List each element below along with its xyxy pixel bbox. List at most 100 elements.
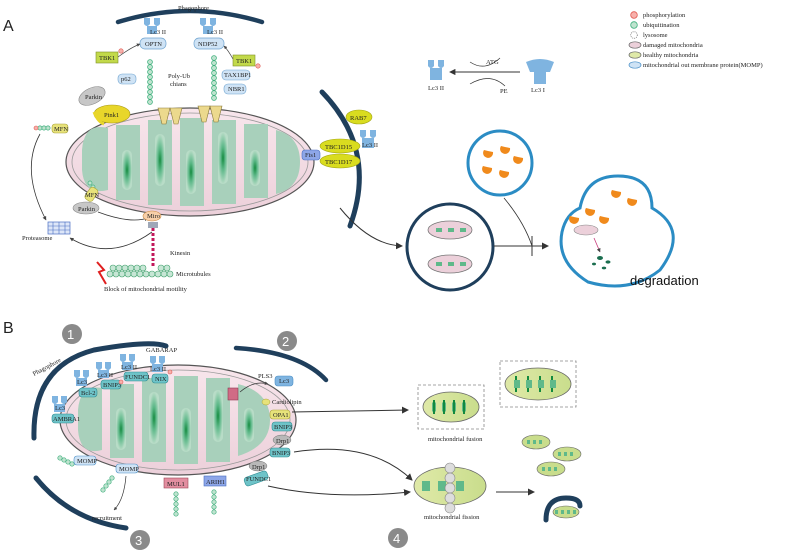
lc3-b5-label: Lc3 II	[150, 366, 166, 373]
ndp52-box	[193, 37, 225, 50]
microtubule	[106, 264, 174, 278]
lysosome-icon	[630, 31, 638, 39]
step-badge	[277, 331, 297, 351]
fis1-label: Fis1	[305, 152, 316, 159]
lc3-label-b: Lc3 II	[207, 29, 223, 36]
miro-shape	[142, 210, 162, 222]
step-badge	[62, 324, 82, 344]
arih1-label: ARIH1	[206, 479, 225, 486]
lc3-label-c: Lc3 II	[362, 142, 378, 149]
phagophore-label-a: Phagophore	[178, 5, 209, 12]
legend-item: ubiquitination	[643, 22, 680, 29]
step-badge	[388, 528, 408, 548]
microtubules-label: Microtubules	[176, 271, 211, 278]
bnip3-label: BNIP3	[103, 382, 121, 389]
pink1-label: Pink1	[104, 112, 119, 119]
bcl2-box	[78, 387, 98, 398]
lc3-b1-label: Lc3	[55, 405, 65, 412]
tbc1d17-label: TBC1D17	[325, 159, 353, 166]
lc3-ii-icon	[428, 60, 444, 80]
lysosome-merge-line	[503, 197, 533, 247]
miro-to-proteasome-arrow	[69, 231, 153, 249]
step-3: 3	[135, 533, 142, 548]
lc3-i-label: Lc3 I	[531, 87, 545, 94]
bnip3-lower-label: BNIP3	[272, 450, 290, 457]
adaptor-shape	[148, 222, 158, 228]
parkin-shape	[78, 86, 106, 106]
drp1-lower-label: Drp1	[252, 464, 265, 471]
lc3-receptor-right	[360, 130, 376, 148]
mul1-ub	[173, 491, 179, 517]
phagophore-membrane-top	[115, 8, 265, 25]
ubiquitin-icon	[630, 21, 638, 29]
optn-box	[139, 37, 167, 50]
rab7-shape	[345, 109, 373, 125]
atg-curve	[469, 57, 501, 67]
engulfed-mitochondrion	[543, 495, 583, 523]
pls3-label: PLS3	[258, 373, 272, 380]
legend-item: healthy mitochondria	[643, 52, 699, 59]
phosphorylation-icon	[630, 11, 638, 19]
chains-label: chians	[170, 81, 187, 88]
phagophore-membrane-b-right	[233, 345, 329, 383]
phospho-dot	[255, 63, 261, 69]
tbk1-left-label: TBK1	[99, 55, 115, 62]
lc3-receptor-b-2	[74, 370, 89, 386]
bcl2-label: Bcl-2	[81, 390, 95, 397]
step-badge	[130, 530, 150, 550]
tbc1d17-shape	[319, 153, 361, 169]
bnip3-right-label: BNIP3	[274, 424, 292, 431]
receptor-cone	[197, 105, 211, 123]
receptor-cone	[209, 105, 223, 123]
optn-label: OPTN	[145, 41, 162, 48]
tbk1-right-box	[232, 54, 256, 67]
p62-label: p62	[121, 76, 131, 83]
proteasome-icon	[47, 221, 71, 235]
opa1-label: OPA1	[273, 412, 289, 419]
tax1bp1-box	[221, 69, 251, 81]
fundc1-lower-box	[243, 470, 269, 487]
block-label: Block of mitochondrial motility	[104, 286, 188, 293]
recruitment-label: recruitment	[92, 515, 122, 522]
mfn-label: MFN	[54, 126, 68, 133]
mfn-box	[51, 123, 69, 134]
fis1-box	[301, 149, 321, 161]
arih1-ub	[211, 489, 217, 515]
phospho-dot	[167, 369, 173, 375]
recruitment-arrow	[113, 475, 127, 511]
fusion-label: mitochondrial fusion	[428, 436, 483, 443]
step-1: 1	[67, 327, 74, 342]
nbr1-box	[223, 83, 247, 95]
lc3-right-box	[274, 375, 294, 387]
fusion-mitochondrion-1	[422, 391, 480, 423]
phagophore-membrane-b-left	[31, 341, 169, 441]
arih1-box	[203, 475, 227, 487]
parkin-to-miro-arrow	[97, 211, 149, 222]
fission-mitochondrion	[413, 462, 487, 514]
receptor-cone	[157, 107, 171, 125]
momp-ub-bottom	[100, 475, 115, 493]
lc3-ii-label: Lc3 II	[428, 85, 444, 92]
kinesin-label: Kinesin	[170, 250, 191, 257]
tax1bp1-label: TAX1BP1	[224, 72, 251, 79]
tbc1d15-shape	[319, 138, 361, 154]
phagophore-membrane-right	[319, 89, 362, 229]
parkin-label: Parkin	[85, 94, 103, 101]
atg-label: ATG	[486, 59, 499, 66]
legend-item: mitochondrial out membrane protein(MOMP)	[643, 62, 763, 69]
ubiquitin-chain-left	[147, 59, 153, 105]
tbk1-arrow-right	[223, 45, 234, 60]
mitochondrion-a	[65, 107, 315, 217]
momp-icon	[628, 61, 642, 69]
mfn-ub	[37, 125, 51, 131]
autophagosome	[405, 202, 495, 292]
pink1-tail	[92, 111, 105, 126]
momp-ub-left	[57, 455, 75, 467]
rab7-label: RAB7	[350, 115, 367, 122]
panel-b-label: B	[3, 320, 14, 337]
to-fusion-arrow	[291, 406, 409, 414]
step-4: 4	[393, 531, 400, 546]
ndp52-label: NDP52	[198, 41, 218, 48]
nix-label: NIX	[155, 376, 167, 383]
